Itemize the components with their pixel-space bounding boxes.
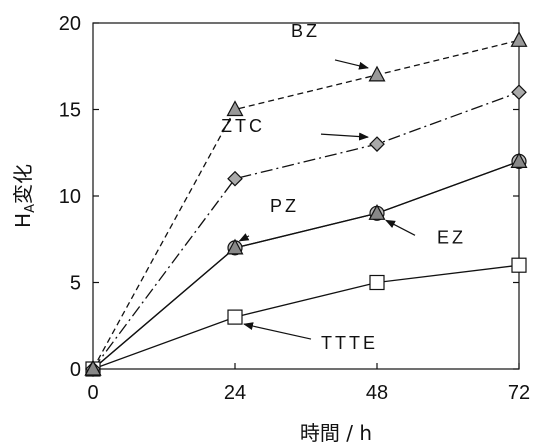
annotation-arrow-pz: [238, 233, 250, 242]
y-axis-title: HA変化: [11, 164, 38, 228]
x-axis-title: 時間 / h: [300, 421, 372, 445]
data-point-bz: [368, 65, 386, 82]
x-tick-label: 24: [224, 382, 246, 404]
annotation-arrow-ez: [385, 219, 416, 236]
y-axis-title-main: H: [11, 213, 35, 228]
annotation-label-bz: BZ: [291, 21, 320, 41]
data-point-ttte: [511, 257, 527, 273]
y-tick-label: 20: [59, 13, 81, 35]
series-line-ez: [92, 160, 520, 370]
data-point-pz: [84, 359, 102, 376]
annotation-label-pz: PZ: [270, 196, 299, 216]
y-tick-label: 5: [70, 273, 81, 295]
series-line-bz: [92, 39, 520, 370]
y-axis: 0 5 10 15 20: [59, 13, 519, 381]
annotation-label-ez: EZ: [437, 227, 466, 247]
y-tick-label: 10: [59, 186, 81, 208]
series-markers: [84, 31, 528, 377]
series-annotations: BZ ZTC PZ EZ TTTE: [221, 21, 466, 353]
y-tick-label: 0: [70, 359, 81, 381]
x-tick-label: 72: [508, 382, 530, 404]
data-point-ttte: [227, 309, 243, 325]
y-axis-title-subscript: A: [23, 204, 38, 213]
x-axis: 0 24 48 72: [87, 363, 530, 404]
series-line-ttte: [92, 264, 520, 370]
annotation-arrow-ttte: [243, 322, 312, 340]
data-point-ztc: [511, 84, 527, 101]
data-point-pz: [510, 152, 528, 168]
data-point-ttte: [369, 274, 385, 291]
series-line-ztc: [92, 91, 520, 370]
series-lines: [92, 39, 520, 370]
annotation-label-ttte: TTTE: [321, 333, 378, 353]
annotation-arrow-bz: [334, 59, 369, 70]
data-point-bz: [510, 31, 528, 47]
x-tick-label: 0: [87, 382, 98, 404]
data-point-pz: [368, 204, 386, 220]
plot-area: [92, 22, 520, 370]
annotation-label-ztc: ZTC: [221, 116, 265, 136]
annotation-arrow-ztc: [320, 132, 369, 141]
y-axis-title-suffix: 変化: [11, 164, 35, 204]
data-point-bz: [226, 100, 244, 117]
data-point-pz: [226, 238, 244, 255]
x-tick-label: 48: [366, 382, 388, 404]
y-tick-label: 15: [59, 100, 81, 122]
data-point-ztc: [369, 136, 385, 152]
data-point-ztc: [227, 170, 243, 187]
